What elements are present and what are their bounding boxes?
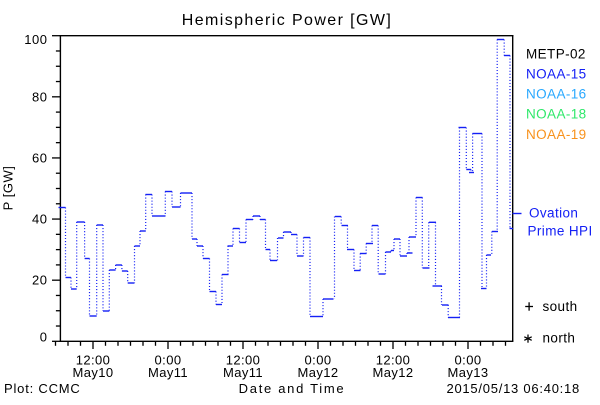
svg-text:40: 40 (32, 212, 47, 227)
svg-text:Ovation: Ovation (529, 206, 578, 221)
svg-text:2015/05/13 06:40:18: 2015/05/13 06:40:18 (446, 381, 580, 396)
svg-text:Date and Time: Date and Time (239, 381, 346, 396)
svg-text:May12: May12 (372, 365, 413, 380)
svg-text:NOAA-19: NOAA-19 (526, 127, 587, 142)
svg-text:NOAA-18: NOAA-18 (526, 107, 587, 122)
svg-text:20: 20 (32, 273, 47, 288)
svg-text:NOAA-15: NOAA-15 (526, 67, 587, 82)
svg-text:80: 80 (32, 89, 47, 104)
svg-text:0: 0 (40, 330, 48, 345)
svg-text:12:00: 12:00 (76, 353, 111, 368)
svg-text:P [GW]: P [GW] (1, 166, 16, 211)
svg-text:0:00: 0:00 (305, 353, 332, 368)
svg-text:METP-02: METP-02 (526, 46, 586, 61)
svg-text:May12: May12 (297, 365, 338, 380)
svg-text:Hemispheric Power [GW]: Hemispheric Power [GW] (182, 12, 392, 29)
svg-text:12:00: 12:00 (376, 353, 411, 368)
svg-text:60: 60 (32, 150, 47, 165)
svg-text:May11: May11 (223, 365, 263, 380)
svg-text:May11: May11 (148, 365, 188, 380)
svg-text:0:00: 0:00 (455, 353, 482, 368)
svg-text:0:00: 0:00 (155, 353, 182, 368)
svg-text:100: 100 (24, 32, 47, 47)
svg-text:south: south (543, 299, 578, 314)
svg-text:May13: May13 (447, 365, 488, 380)
svg-text:north: north (543, 331, 576, 346)
svg-text:Plot: CCMC: Plot: CCMC (4, 381, 81, 396)
svg-text:Prime HPI: Prime HPI (528, 223, 593, 238)
svg-text:12:00: 12:00 (226, 353, 261, 368)
svg-text:May10: May10 (72, 365, 113, 380)
svg-text:NOAA-16: NOAA-16 (526, 87, 587, 102)
